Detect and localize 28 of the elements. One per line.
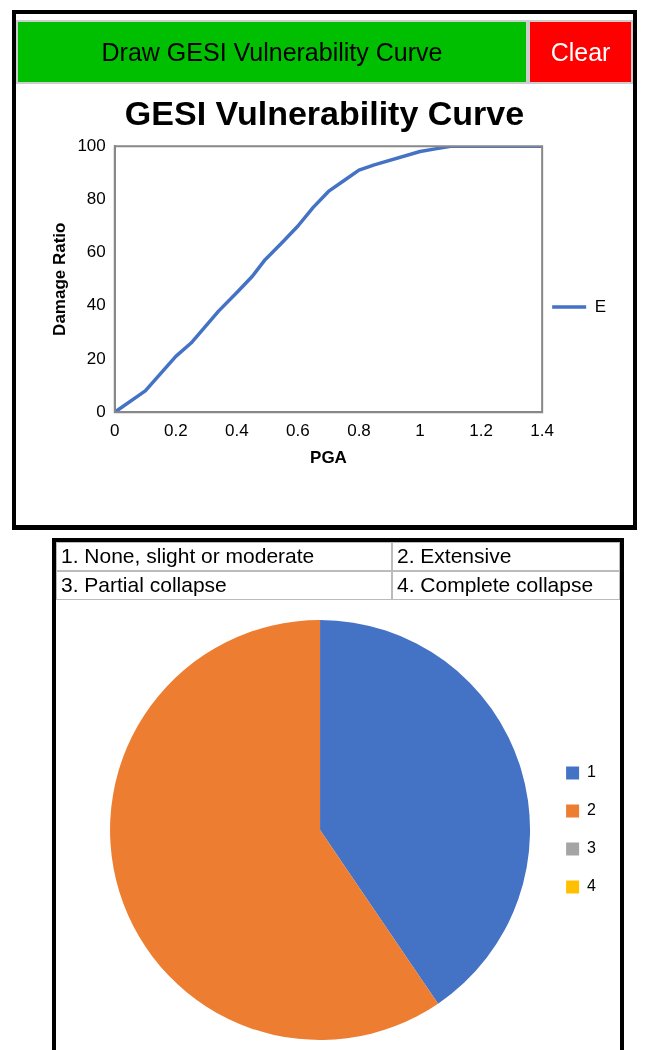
x-tick-label: 1.4: [530, 421, 554, 441]
x-tick-label: 0.2: [164, 421, 188, 441]
y-tick-label: 40: [86, 295, 106, 315]
x-tick-label: 0.8: [347, 421, 371, 441]
x-axis-title: PGA: [310, 448, 347, 468]
x-tick-label: 0.4: [225, 421, 249, 441]
y-tick-label: 60: [86, 242, 106, 262]
x-tick-label: 0: [110, 421, 120, 441]
text: 1. None, slight or moderate: [56, 542, 392, 571]
text: 3. Partial collapse: [56, 571, 392, 600]
text: Clear: [528, 20, 633, 84]
text: 2. Extensive: [392, 542, 620, 571]
text: 4. Complete collapse: [392, 571, 620, 600]
x-tick-label: 1.2: [469, 421, 493, 441]
y-tick-label: 0: [96, 401, 106, 421]
x-tick-label: 0.6: [286, 421, 310, 441]
y-axis-title: Damage Ratio: [49, 222, 69, 336]
y-tick-label: 100: [77, 135, 106, 155]
x-tick-label: 1: [415, 421, 425, 441]
y-tick-label: 20: [86, 348, 106, 368]
text: Draw GESI Vulnerability Curve: [16, 20, 528, 84]
legend-label: 4: [587, 877, 597, 895]
legend-label: 3: [587, 839, 597, 857]
legend-label: 2: [587, 801, 597, 819]
legend-label: E: [594, 296, 606, 316]
chart-title: GESI Vulnerability Curve: [123, 94, 526, 133]
legend-label: 1: [587, 763, 597, 781]
y-tick-label: 80: [86, 189, 106, 209]
